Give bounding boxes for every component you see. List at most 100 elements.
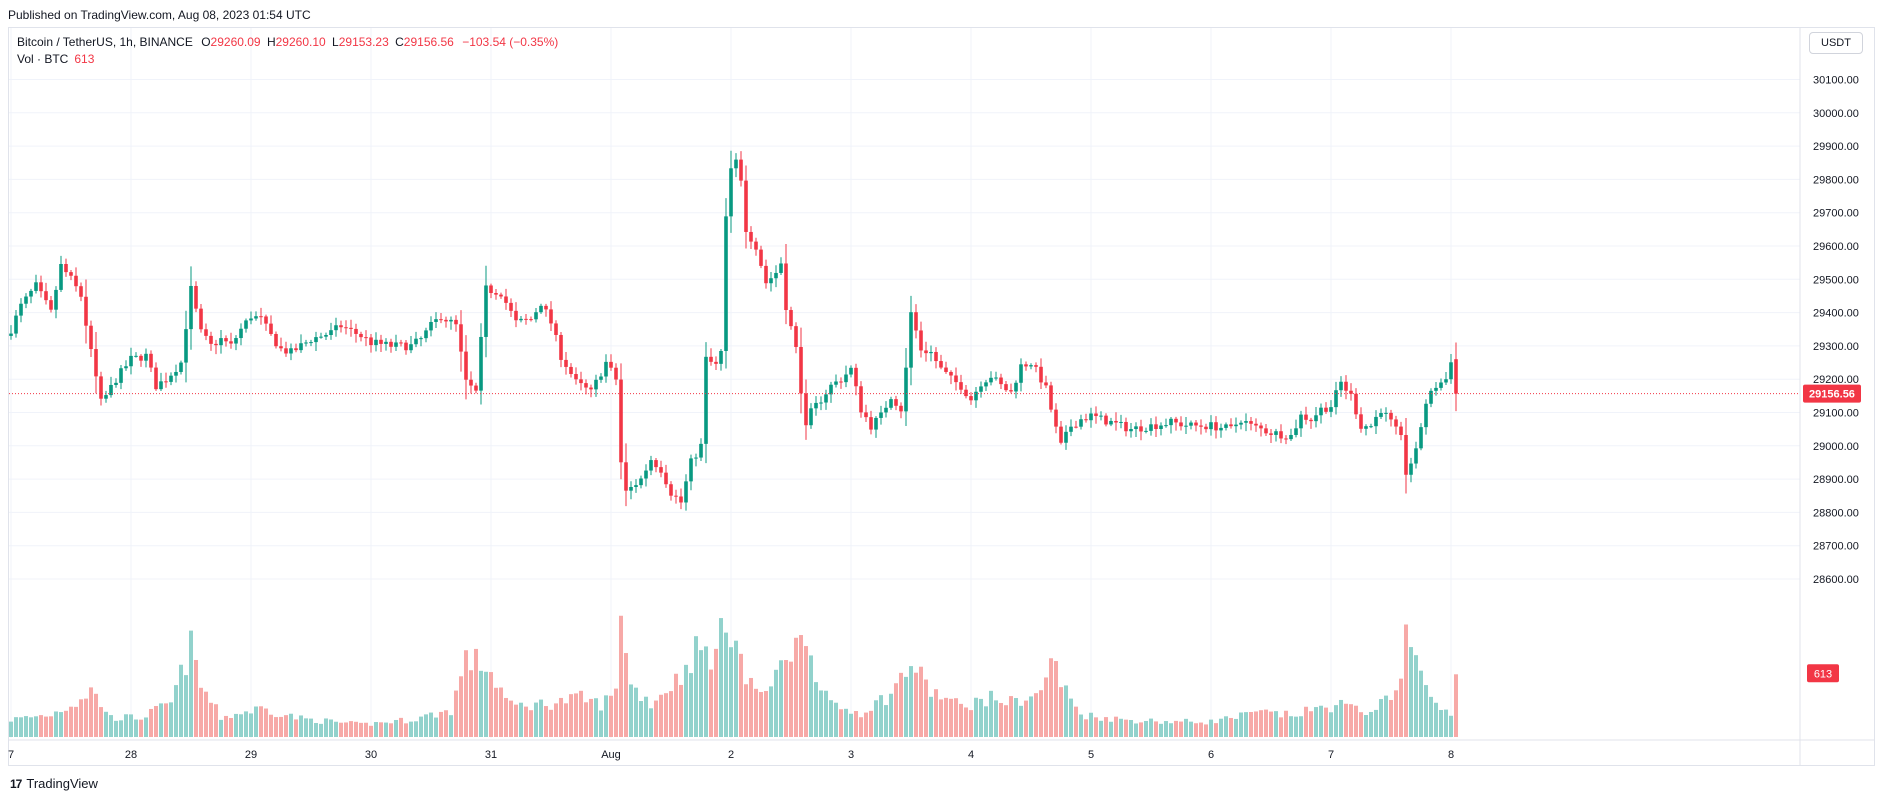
volume-bar — [919, 666, 923, 737]
candle-body — [434, 319, 438, 322]
candle-body — [74, 275, 78, 287]
candle-body — [764, 265, 768, 284]
candle-body — [969, 396, 973, 401]
candle-body — [874, 417, 878, 430]
candle-body — [1439, 382, 1443, 388]
volume-bar — [319, 723, 323, 737]
volume-bar — [719, 618, 723, 737]
candle-body — [959, 382, 963, 390]
candle-body — [589, 387, 593, 390]
candle-body — [719, 350, 723, 364]
candle-body — [399, 342, 403, 344]
candle-body — [289, 348, 293, 354]
volume-bar — [734, 640, 738, 737]
volume-bar — [24, 716, 28, 737]
close-label: C — [395, 35, 404, 49]
candle-body — [1289, 434, 1293, 440]
time-tick-label: 31 — [485, 749, 497, 761]
volume-bar — [89, 687, 93, 737]
candle-body — [1454, 359, 1458, 394]
volume-bar — [1274, 711, 1278, 737]
volume-bar — [384, 722, 388, 737]
volume-bar — [44, 716, 48, 737]
volume-label[interactable]: Vol · BTC — [17, 52, 69, 66]
volume-bar — [914, 672, 918, 737]
volume-bar — [289, 713, 293, 737]
volume-value: 613 — [74, 52, 95, 66]
volume-bar — [1019, 705, 1023, 737]
volume-bar — [269, 714, 273, 737]
volume-bar — [184, 675, 188, 737]
candle-body — [279, 346, 283, 349]
candle-body — [1234, 424, 1238, 427]
candle-body — [739, 159, 743, 181]
volume-bar — [99, 707, 103, 737]
candle-body — [1354, 393, 1358, 415]
candle-body — [454, 319, 458, 325]
volume-bar — [359, 722, 363, 737]
volume-bar — [569, 694, 573, 737]
candle-body — [749, 231, 753, 242]
candle-body — [154, 367, 158, 390]
volume-bar — [1449, 715, 1453, 737]
symbol-title[interactable]: Bitcoin / TetherUS, 1h, BINANCE — [17, 35, 193, 49]
volume-bar — [1194, 723, 1198, 737]
candle-body — [1329, 407, 1333, 412]
candle-body — [639, 478, 643, 486]
close-value: 29156.56 — [403, 35, 454, 49]
volume-bar — [69, 706, 73, 737]
volume-bar — [164, 703, 168, 737]
tradingview-brand[interactable]: 17 TradingView — [10, 776, 98, 791]
chart-frame — [8, 27, 1875, 766]
volume-bar — [779, 660, 783, 737]
candle-body — [344, 327, 348, 329]
volume-bar — [864, 712, 868, 737]
volume-bar — [824, 690, 828, 737]
candle-body — [564, 359, 568, 367]
candle-body — [519, 318, 523, 321]
candle-body — [14, 315, 18, 334]
candle-body — [704, 356, 708, 444]
candle-body — [699, 443, 703, 458]
volume-bar — [534, 702, 538, 737]
candle-body — [1029, 365, 1033, 367]
candle-body — [424, 330, 428, 339]
volume-bar — [444, 710, 448, 737]
currency-button[interactable]: USDT — [1809, 32, 1863, 54]
time-tick-label: 7 — [8, 749, 14, 761]
candle-body — [509, 302, 513, 311]
volume-bar — [1249, 712, 1253, 737]
volume-bar — [1374, 709, 1378, 737]
volume-bar — [584, 702, 588, 737]
volume-bar — [334, 721, 338, 737]
volume-bar — [374, 722, 378, 737]
volume-bar — [1454, 674, 1458, 737]
volume-bar — [324, 718, 328, 737]
candle-body — [1219, 427, 1223, 431]
price-tick-label: 29900.00 — [1813, 141, 1859, 153]
price-tick-label: 29400.00 — [1813, 308, 1859, 320]
candle-body — [1434, 387, 1438, 391]
volume-bar — [1049, 658, 1053, 737]
volume-bar — [1444, 709, 1448, 737]
volume-bar — [1314, 707, 1318, 737]
candle-body — [894, 399, 898, 406]
volume-bar — [154, 706, 158, 737]
volume-bar — [419, 716, 423, 737]
candle-body — [249, 318, 253, 321]
volume-bar — [649, 708, 653, 737]
volume-bar — [1059, 687, 1063, 737]
candle-body — [104, 395, 108, 399]
candle-body — [294, 348, 298, 351]
candle-body — [134, 355, 138, 357]
volume-bar — [574, 693, 578, 737]
candle-body — [994, 377, 998, 379]
volume-bar — [924, 679, 928, 737]
volume-bar — [519, 702, 523, 737]
candle-body — [494, 293, 498, 295]
price-tick-label: 29600.00 — [1813, 241, 1859, 253]
volume-bar — [279, 716, 283, 737]
high-label: H — [266, 35, 276, 49]
volume-bar — [1304, 706, 1308, 737]
